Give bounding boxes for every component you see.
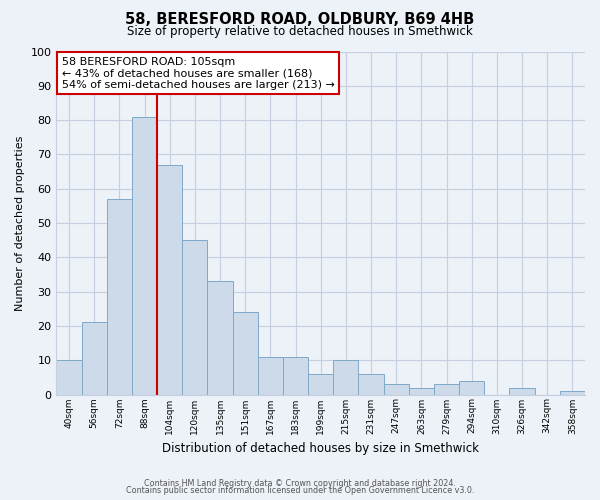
- Bar: [82, 322, 107, 394]
- Bar: [459, 381, 484, 394]
- Bar: [434, 384, 459, 394]
- X-axis label: Distribution of detached houses by size in Smethwick: Distribution of detached houses by size …: [162, 442, 479, 455]
- Bar: [182, 240, 208, 394]
- Bar: [358, 374, 383, 394]
- Bar: [409, 388, 434, 394]
- Bar: [383, 384, 409, 394]
- Bar: [208, 282, 233, 395]
- Bar: [308, 374, 333, 394]
- Text: Size of property relative to detached houses in Smethwick: Size of property relative to detached ho…: [127, 25, 473, 38]
- Bar: [233, 312, 258, 394]
- Y-axis label: Number of detached properties: Number of detached properties: [15, 136, 25, 310]
- Text: Contains HM Land Registry data © Crown copyright and database right 2024.: Contains HM Land Registry data © Crown c…: [144, 478, 456, 488]
- Bar: [560, 391, 585, 394]
- Text: Contains public sector information licensed under the Open Government Licence v3: Contains public sector information licen…: [126, 486, 474, 495]
- Bar: [107, 199, 132, 394]
- Text: 58, BERESFORD ROAD, OLDBURY, B69 4HB: 58, BERESFORD ROAD, OLDBURY, B69 4HB: [125, 12, 475, 28]
- Bar: [333, 360, 358, 394]
- Text: 58 BERESFORD ROAD: 105sqm
← 43% of detached houses are smaller (168)
54% of semi: 58 BERESFORD ROAD: 105sqm ← 43% of detac…: [62, 56, 335, 90]
- Bar: [157, 164, 182, 394]
- Bar: [509, 388, 535, 394]
- Bar: [258, 357, 283, 395]
- Bar: [283, 357, 308, 395]
- Bar: [56, 360, 82, 394]
- Bar: [132, 116, 157, 394]
